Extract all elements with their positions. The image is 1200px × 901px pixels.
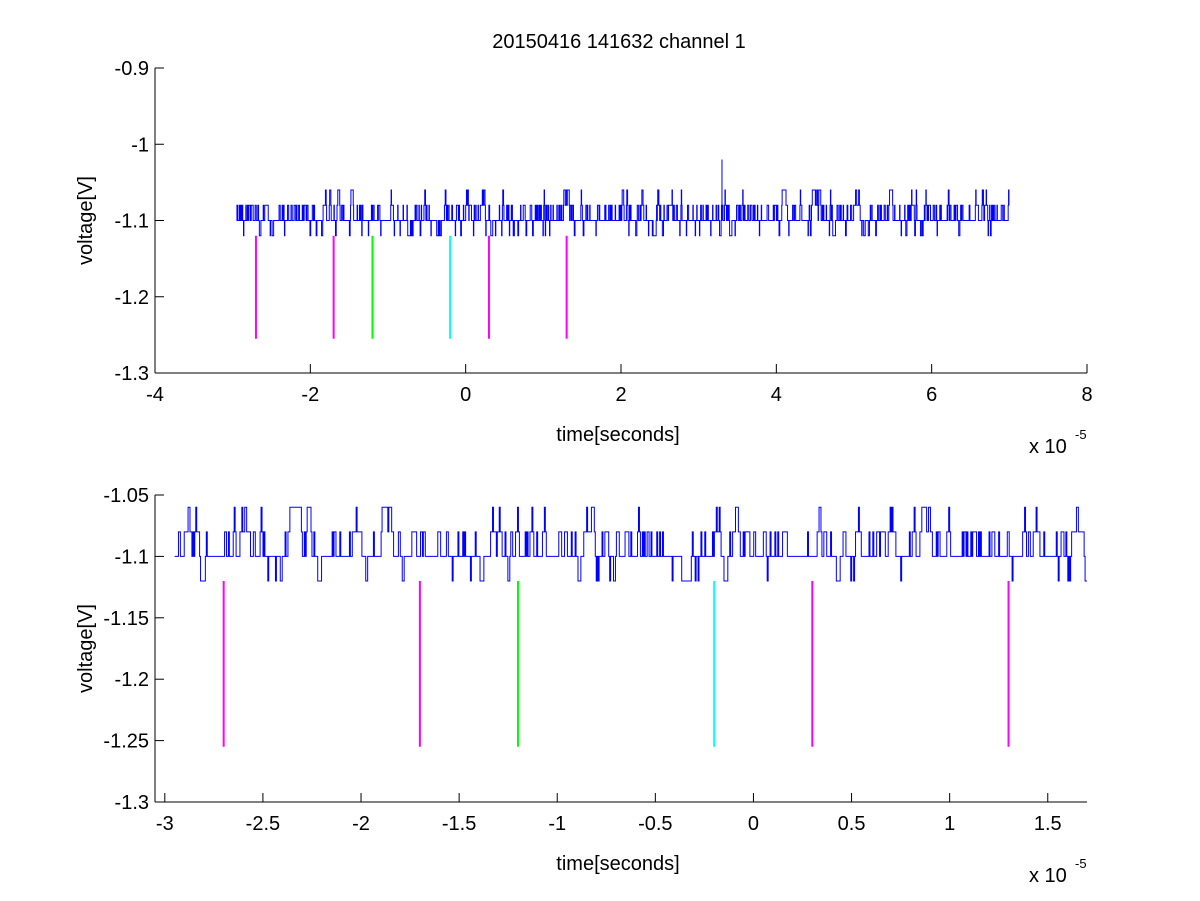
- bottom-x-tick-label: 0.5: [838, 813, 866, 835]
- bottom-axes: -3 -2.5 -2 -1.5 -1 -0.5 0 0.5 1 1.5 -1.3 -1.25 -1.2 -…: [75, 485, 1087, 887]
- bottom-y-tick-label: -1.3: [115, 792, 149, 814]
- bottom-y-tick-label: -1.15: [103, 608, 149, 630]
- top-x-tick-label: -4: [146, 384, 164, 406]
- top-x-scale-label: x 10: [1029, 436, 1067, 458]
- top-axes: -4 -2 0 2 4 6 8 -1.3 -1.2 -1.1 -1 -0.9 time[seconds]…: [75, 58, 1093, 458]
- top-x-tick-label: 4: [771, 384, 782, 406]
- top-y-tick-label: -0.9: [115, 58, 149, 80]
- bottom-x-axis-label: time[seconds]: [556, 853, 679, 875]
- bottom-x-scale-label: x 10: [1029, 865, 1067, 887]
- top-x-axis-label: time[seconds]: [556, 424, 679, 446]
- top-y-tick-label: -1.1: [115, 211, 149, 233]
- top-signal-trace: [236, 189, 1010, 237]
- bottom-y-tick-label: -1.2: [115, 669, 149, 691]
- top-x-tick-label: 0: [460, 384, 471, 406]
- bottom-x-tick-label: -1: [548, 813, 566, 835]
- bottom-x-tick-label: -3: [156, 813, 174, 835]
- bottom-x-tick-label: -1.5: [442, 813, 476, 835]
- top-x-tick-label: 8: [1081, 384, 1092, 406]
- bottom-x-tick-label: 1: [944, 813, 955, 835]
- bottom-y-tick-label: -1.05: [103, 485, 149, 507]
- top-x-tick-label: 2: [615, 384, 626, 406]
- bottom-x-tick-label: 1.5: [1034, 813, 1062, 835]
- bottom-x-tick-label: -2: [352, 813, 370, 835]
- top-y-tick-label: -1: [131, 134, 149, 156]
- top-x-tick-label: -2: [301, 384, 319, 406]
- bottom-x-tick-label: -2.5: [246, 813, 280, 835]
- bottom-y-axis-label: voltage[V]: [75, 604, 97, 693]
- bottom-signal-trace: [174, 506, 1087, 582]
- figure-title: 20150416 141632 channel 1: [492, 31, 746, 53]
- bottom-x-scale-exponent: -5: [1075, 856, 1087, 871]
- top-y-tick-label: -1.3: [115, 363, 149, 385]
- top-x-scale-exponent: -5: [1075, 427, 1087, 442]
- bottom-x-tick-label: -0.5: [638, 813, 672, 835]
- bottom-x-tick-label: 0: [748, 813, 759, 835]
- bottom-y-tick-label: -1.25: [103, 731, 149, 753]
- top-x-tick-label: 6: [926, 384, 937, 406]
- top-y-axis-label: voltage[V]: [75, 176, 97, 265]
- top-y-tick-label: -1.2: [115, 287, 149, 309]
- bottom-y-tick-label: -1.1: [115, 546, 149, 568]
